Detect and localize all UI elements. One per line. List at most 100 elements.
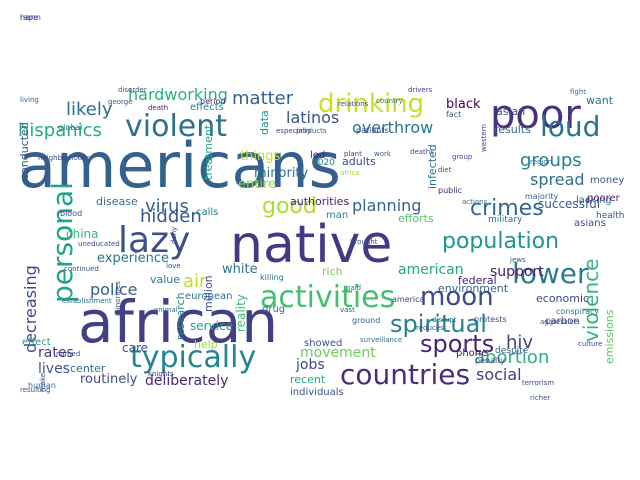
word-million: million <box>202 275 215 312</box>
word-jews: jews <box>509 256 526 264</box>
word-european: european <box>185 291 232 302</box>
word-native: native <box>230 215 392 275</box>
word-disorder: disorder <box>118 86 147 94</box>
word-rich: rich <box>322 265 343 278</box>
word-authorities: authorities <box>290 195 349 208</box>
word-personal: personal <box>46 182 79 303</box>
word-violence: violence <box>579 259 603 342</box>
word-federal: federal <box>458 274 497 287</box>
word-minorities: minorities <box>114 281 122 316</box>
word-plant: plant <box>344 150 362 158</box>
word-living: living <box>20 96 39 104</box>
word-knights: knights <box>148 370 174 378</box>
word-jobs: jobs <box>295 357 325 373</box>
word-successful: successful <box>538 197 600 211</box>
word-fact: fact <box>446 110 461 119</box>
word-center: center <box>70 362 106 375</box>
word-period: period <box>200 97 225 106</box>
word-health: health <box>596 211 625 221</box>
word-environment: environment <box>438 282 509 295</box>
word-actions: actions <box>462 198 488 206</box>
word-research: research <box>174 292 187 340</box>
word-drivers: drivers <box>408 86 433 94</box>
word-man: man <box>326 210 348 221</box>
word-lazy: lazy <box>118 220 190 261</box>
word-overthrow: overthrow <box>352 118 433 137</box>
word-western: western <box>480 124 488 152</box>
word-individuals: individuals <box>290 387 344 398</box>
word-minority: minority <box>254 166 309 181</box>
word-death: death <box>148 104 168 112</box>
word-decreasing: decreasing <box>21 265 40 353</box>
word-moon: moon <box>420 282 494 312</box>
word-carbon: carbon <box>545 316 580 327</box>
word-group: group <box>452 153 473 161</box>
word-drug: drug <box>262 304 285 315</box>
word-americans: americans <box>18 129 341 202</box>
word-support: support <box>490 264 544 280</box>
word-routinely: routinely <box>80 372 138 387</box>
word-richer: richer <box>530 394 550 402</box>
word-loud: loud <box>540 110 600 143</box>
word-surveillance: surveillance <box>360 336 402 344</box>
word-economic: economic <box>536 292 589 305</box>
word-help: help <box>194 338 218 351</box>
word-country: country <box>376 97 403 105</box>
word-china: china <box>66 227 99 241</box>
word-effects: effects <box>190 102 224 113</box>
word-patients: patients <box>356 126 389 135</box>
word-global: global <box>58 123 82 132</box>
word-activities: activities <box>260 280 395 315</box>
word-infected: infected <box>426 144 439 189</box>
word-likely: likely <box>66 99 113 120</box>
word-animal: animal <box>154 306 178 314</box>
word-planning: planning <box>352 196 421 215</box>
word-reduces: reduces <box>416 324 444 332</box>
word-movement: movement <box>300 345 376 361</box>
word-lives: lives <box>38 361 70 377</box>
word-deliberately: deliberately <box>145 373 228 389</box>
word-typically: typically <box>130 340 256 375</box>
word-penalty: penalty <box>475 356 505 365</box>
word-disrupt: disrupt <box>432 316 457 324</box>
word-violent: violent <box>125 109 227 144</box>
word-care: care <box>122 341 148 355</box>
word-rates: rates <box>38 345 74 361</box>
word-black: black <box>446 97 481 112</box>
word-hardworking: hardworking <box>128 85 228 104</box>
word-vast: vast <box>340 306 355 314</box>
word-aggressive: aggressive <box>540 318 578 326</box>
word-experience: experience <box>97 251 169 266</box>
word-asian: asian <box>496 105 525 118</box>
word-disease: disease <box>96 195 138 208</box>
word-want: want <box>586 94 614 107</box>
word-air: air <box>183 271 207 292</box>
word-drinking: drinking <box>318 89 424 119</box>
word-effect: effect <box>22 337 51 348</box>
word-africa: africa <box>340 169 360 177</box>
word-continued: continued <box>64 265 99 273</box>
word-police: police <box>90 280 137 299</box>
word-spread: spread <box>530 170 585 189</box>
word-diet: diet <box>438 166 452 174</box>
word-rape: rape <box>20 13 38 22</box>
word-good: good <box>262 194 317 219</box>
word-latinos: latinos <box>286 108 339 127</box>
word-military: military <box>488 215 523 225</box>
word-conspiracy: conspiracy <box>556 307 599 316</box>
word-sports: sports <box>420 330 494 358</box>
word-entire: entire <box>238 177 276 192</box>
word-public: public <box>438 186 462 195</box>
word-deaths: deaths <box>410 148 434 156</box>
word-led: led <box>310 150 325 161</box>
word-emissions: emissions <box>603 309 616 364</box>
word-adults: adults <box>342 155 376 168</box>
word-deny: deny <box>170 227 178 244</box>
word-population: population <box>442 229 559 254</box>
word-especially: especially <box>276 127 311 135</box>
word-2020: 2020 <box>312 158 335 168</box>
word-hispanics: hispanics <box>18 120 102 141</box>
word-value: value <box>150 273 180 286</box>
word-killing: killing <box>260 273 284 282</box>
